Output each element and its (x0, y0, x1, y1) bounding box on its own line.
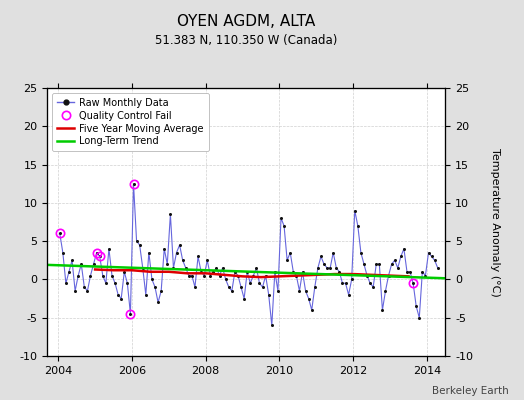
Text: OYEN AGDM, ALTA: OYEN AGDM, ALTA (177, 14, 315, 29)
Y-axis label: Temperature Anomaly (°C): Temperature Anomaly (°C) (490, 148, 500, 296)
Legend: Raw Monthly Data, Quality Control Fail, Five Year Moving Average, Long-Term Tren: Raw Monthly Data, Quality Control Fail, … (52, 93, 209, 151)
Text: 51.383 N, 110.350 W (Canada): 51.383 N, 110.350 W (Canada) (155, 34, 337, 47)
Text: Berkeley Earth: Berkeley Earth (432, 386, 508, 396)
